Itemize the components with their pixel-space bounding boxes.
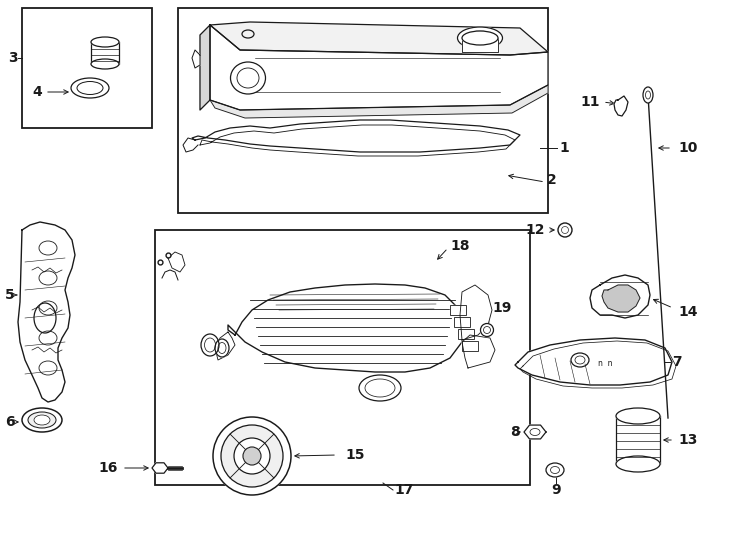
Text: 4: 4 xyxy=(32,85,42,99)
Bar xyxy=(458,329,474,339)
Text: 13: 13 xyxy=(678,433,697,447)
Ellipse shape xyxy=(39,361,57,375)
Polygon shape xyxy=(215,332,235,360)
Bar xyxy=(462,341,478,351)
Ellipse shape xyxy=(28,412,56,428)
Ellipse shape xyxy=(34,303,56,333)
Ellipse shape xyxy=(243,447,261,465)
Text: 15: 15 xyxy=(345,448,365,462)
Ellipse shape xyxy=(34,415,50,425)
Text: 19: 19 xyxy=(492,301,512,315)
Text: n  n: n n xyxy=(597,359,612,368)
Polygon shape xyxy=(462,335,495,368)
Polygon shape xyxy=(228,284,465,372)
Text: 9: 9 xyxy=(551,483,561,497)
Ellipse shape xyxy=(230,62,266,94)
Ellipse shape xyxy=(77,82,103,94)
Ellipse shape xyxy=(234,438,270,474)
Polygon shape xyxy=(602,285,640,312)
Ellipse shape xyxy=(39,271,57,285)
Text: 18: 18 xyxy=(450,239,470,253)
Ellipse shape xyxy=(643,87,653,103)
Bar xyxy=(462,341,478,351)
Ellipse shape xyxy=(39,241,57,255)
Ellipse shape xyxy=(571,353,589,367)
Bar xyxy=(450,305,466,315)
Polygon shape xyxy=(200,25,210,110)
Ellipse shape xyxy=(462,31,498,45)
Text: 16: 16 xyxy=(98,461,118,475)
Text: 10: 10 xyxy=(678,141,697,155)
Polygon shape xyxy=(614,96,628,116)
Ellipse shape xyxy=(39,331,57,345)
Text: 1: 1 xyxy=(559,141,569,155)
Bar xyxy=(22,8,152,128)
Bar xyxy=(458,329,474,339)
Ellipse shape xyxy=(616,408,660,424)
Ellipse shape xyxy=(213,417,291,495)
Ellipse shape xyxy=(91,37,119,47)
Ellipse shape xyxy=(22,408,62,432)
Bar xyxy=(616,416,660,464)
Bar xyxy=(454,317,470,327)
Ellipse shape xyxy=(481,323,493,336)
Polygon shape xyxy=(210,85,548,118)
Polygon shape xyxy=(590,275,650,318)
Polygon shape xyxy=(18,222,75,402)
Bar xyxy=(155,230,530,485)
Polygon shape xyxy=(210,25,548,110)
Ellipse shape xyxy=(215,339,229,357)
Ellipse shape xyxy=(457,27,503,49)
Polygon shape xyxy=(515,338,672,385)
Polygon shape xyxy=(192,50,200,68)
Ellipse shape xyxy=(71,78,109,98)
Ellipse shape xyxy=(546,463,564,477)
Ellipse shape xyxy=(558,223,572,237)
Bar xyxy=(450,305,466,315)
Text: 11: 11 xyxy=(581,95,600,109)
Bar xyxy=(462,38,498,52)
Ellipse shape xyxy=(91,59,119,69)
Polygon shape xyxy=(168,252,185,272)
Text: 5: 5 xyxy=(5,288,15,302)
Polygon shape xyxy=(524,425,546,439)
Ellipse shape xyxy=(39,301,57,315)
Text: 17: 17 xyxy=(394,483,413,497)
Polygon shape xyxy=(210,22,548,55)
Polygon shape xyxy=(460,285,492,340)
Text: 2: 2 xyxy=(547,173,557,187)
Text: 14: 14 xyxy=(678,305,697,319)
Ellipse shape xyxy=(201,334,219,356)
Text: 3: 3 xyxy=(8,51,18,65)
Ellipse shape xyxy=(221,425,283,487)
Text: 12: 12 xyxy=(526,223,545,237)
Text: 6: 6 xyxy=(5,415,15,429)
Text: 7: 7 xyxy=(672,355,682,369)
Polygon shape xyxy=(152,463,168,473)
Bar xyxy=(178,8,548,213)
Ellipse shape xyxy=(359,375,401,401)
Bar xyxy=(91,42,119,64)
Ellipse shape xyxy=(616,456,660,472)
Bar xyxy=(454,317,470,327)
Text: 8: 8 xyxy=(510,425,520,439)
